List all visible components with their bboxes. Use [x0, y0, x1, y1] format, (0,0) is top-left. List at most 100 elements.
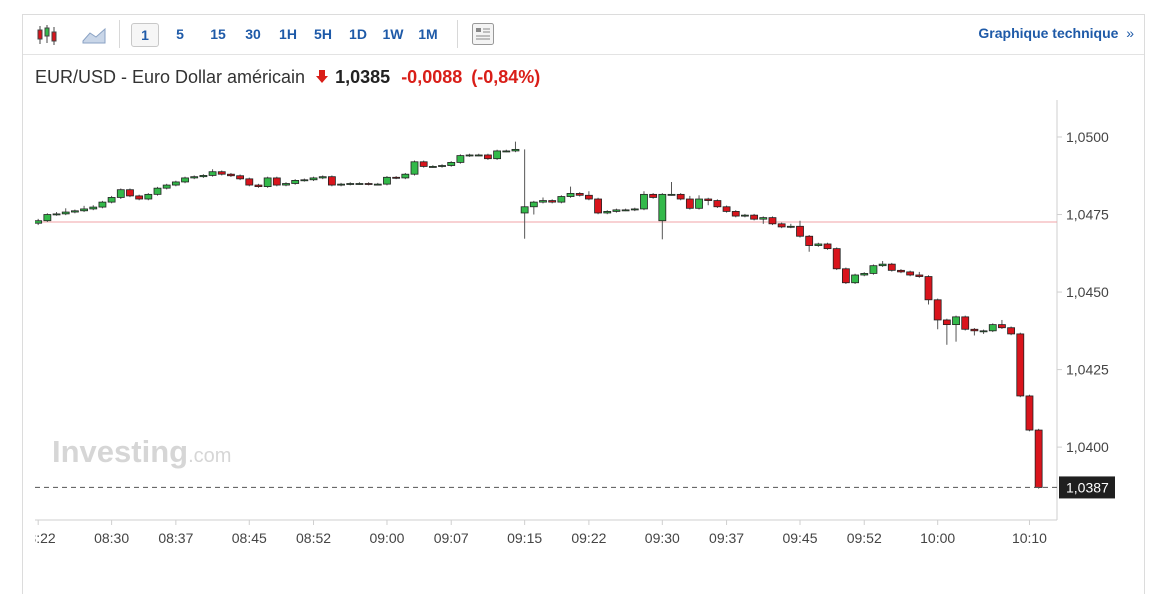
candle-body	[208, 171, 217, 176]
candle-body	[98, 201, 107, 208]
candle-body	[43, 214, 52, 222]
candle-body	[346, 183, 355, 185]
change: -0,0088	[401, 67, 463, 87]
candle-body	[520, 206, 529, 214]
interval-button[interactable]: 1M	[418, 26, 438, 42]
candle-body	[171, 181, 180, 186]
candle-body	[181, 177, 189, 183]
candle-body	[419, 161, 428, 167]
candle-body	[263, 177, 272, 188]
last-price-label: 1,0387	[1066, 479, 1109, 495]
x-tick-label: 09:37	[709, 530, 744, 546]
candle-body	[428, 166, 437, 168]
down-arrow	[316, 70, 329, 83]
candle-body	[897, 269, 905, 273]
candle-body	[768, 217, 777, 225]
candle-body	[1016, 333, 1025, 397]
separator	[457, 20, 458, 48]
candle-body	[722, 206, 731, 212]
candle-body	[392, 176, 401, 179]
candle-body	[777, 223, 786, 228]
candle-body	[942, 319, 951, 326]
candle-body	[511, 148, 520, 152]
candle-body	[869, 265, 878, 274]
layout-icon[interactable]	[471, 22, 495, 46]
candle-body	[786, 225, 795, 228]
candle-body	[860, 273, 869, 276]
candle-body	[199, 175, 208, 178]
candle-body	[979, 330, 988, 333]
x-tick-label: 09:30	[645, 530, 680, 546]
x-tick-label: 08:45	[232, 530, 267, 546]
candle-body	[300, 179, 309, 182]
candle-body	[566, 193, 575, 197]
price: 1,0385	[335, 67, 391, 87]
candle-body	[438, 165, 446, 167]
candle-body	[612, 209, 621, 212]
x-tick-label: 09:15	[507, 530, 542, 546]
y-tick-label: 1,0425	[1066, 362, 1109, 378]
candle-body	[575, 193, 584, 196]
header: EUR/USD - Euro Dollar américain 1,0385 -…	[35, 67, 540, 88]
x-tick-label: 09:07	[434, 530, 469, 546]
candle-body	[144, 193, 153, 200]
link-text[interactable]: Graphique technique	[978, 25, 1119, 41]
candle-body	[676, 193, 685, 200]
watermark-suffix: .com	[188, 445, 231, 467]
x-tick-label: 09:45	[782, 530, 817, 546]
candle-body	[823, 243, 832, 250]
chart: Investing.com 1,0500 1,0475 1,0450 1,0425 1,…	[21, 100, 1115, 546]
candle-body	[667, 193, 676, 196]
candle-body	[988, 324, 997, 332]
candle-body	[1034, 429, 1043, 488]
last-price-box	[1059, 476, 1115, 499]
interval-button[interactable]: 5H	[314, 26, 332, 42]
watermark: Investing.com	[52, 434, 231, 469]
interval-button[interactable]: 15	[210, 26, 226, 42]
candle-body	[630, 208, 639, 211]
candle-icon[interactable]	[35, 23, 59, 47]
candle-body	[933, 299, 942, 321]
interval-button[interactable]: 5	[176, 26, 184, 42]
candle-body	[1025, 395, 1034, 431]
candle-body	[649, 193, 658, 198]
candle-body	[35, 220, 43, 224]
candle-body	[227, 173, 235, 177]
candle-body	[685, 198, 694, 209]
candle-body	[153, 187, 162, 195]
candle-body	[970, 328, 979, 332]
candle-body	[61, 211, 70, 215]
candle-body	[502, 150, 511, 153]
candle-body	[658, 193, 667, 222]
candle-body	[584, 194, 593, 200]
candle-body	[924, 276, 933, 301]
candle-body	[557, 196, 566, 203]
link-arrow[interactable]: »	[1126, 25, 1134, 41]
candle-body	[236, 175, 245, 180]
candle-body	[70, 210, 79, 213]
candle-body	[355, 183, 364, 185]
candle-body	[383, 176, 391, 185]
candle-body	[410, 161, 419, 175]
x-tick-label: 08:22	[21, 530, 56, 546]
interval-button[interactable]: 1W	[382, 26, 404, 42]
candle-body	[640, 193, 648, 210]
candle-body	[961, 316, 970, 330]
technical-link[interactable]: Graphique technique »	[978, 25, 1134, 41]
interval-button[interactable]: 1D	[349, 26, 367, 42]
separator	[119, 20, 120, 48]
x-tick-label: 10:00	[920, 530, 955, 546]
candle-body	[217, 171, 226, 175]
candle-body	[364, 183, 373, 185]
instrument-title: EUR/USD - Euro Dollar américain	[35, 67, 306, 87]
x-tick-label: 09:52	[847, 530, 882, 546]
y-tick-label: 1,0475	[1066, 207, 1109, 223]
candle-body	[107, 197, 116, 203]
candle-body	[282, 183, 290, 186]
interval-button[interactable]: 1	[131, 23, 159, 47]
area-icon[interactable]	[81, 25, 107, 45]
interval-button[interactable]: 1H	[279, 26, 297, 42]
page: {"toolbar":{"intervals":["1","5","15","3…	[21, 14, 1145, 594]
interval-button[interactable]: 30	[245, 26, 261, 42]
y-tick-label: 1,0400	[1066, 439, 1109, 455]
